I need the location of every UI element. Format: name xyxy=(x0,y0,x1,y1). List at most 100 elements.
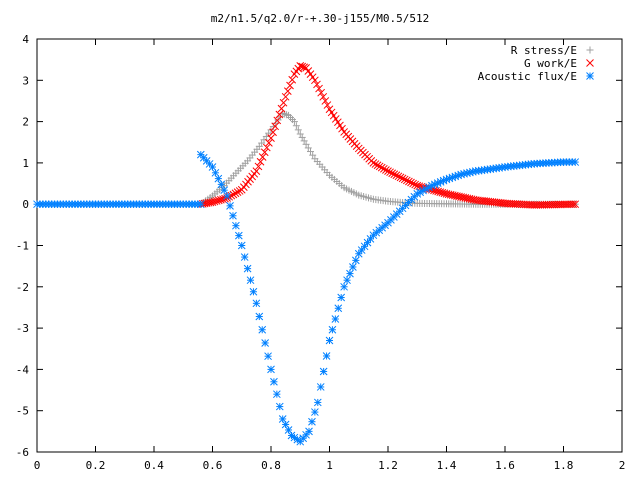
data-point xyxy=(346,269,354,278)
data-point xyxy=(234,231,243,240)
data-point xyxy=(196,200,205,209)
data-point xyxy=(349,263,357,271)
data-point xyxy=(252,299,261,308)
series-layer xyxy=(33,61,580,446)
y-tick-label: -3 xyxy=(16,322,29,335)
data-point xyxy=(258,153,267,161)
data-point xyxy=(398,174,407,183)
data-point xyxy=(305,427,313,436)
data-point xyxy=(375,162,384,171)
data-point xyxy=(261,339,270,347)
data-point xyxy=(264,352,272,361)
data-point xyxy=(377,163,386,172)
y-tick: 4 xyxy=(22,33,622,46)
legend-label: R stress/E xyxy=(511,44,577,57)
x-tick: 0.8 xyxy=(261,39,281,472)
data-point xyxy=(302,140,310,148)
data-point xyxy=(271,122,280,131)
data-point xyxy=(306,148,314,156)
data-point xyxy=(360,242,369,251)
data-point xyxy=(293,435,302,444)
data-point xyxy=(322,352,331,360)
y-tick-label: -2 xyxy=(16,281,29,294)
y-tick: -2 xyxy=(16,281,622,294)
data-point xyxy=(384,167,392,176)
data-point xyxy=(382,166,390,174)
legend-marker xyxy=(586,46,594,54)
data-point xyxy=(292,122,300,130)
data-point xyxy=(258,325,267,334)
y-tick-label: 4 xyxy=(22,33,29,46)
x-tick: 1.6 xyxy=(495,39,515,472)
legend-item: Acoustic flux/E xyxy=(478,70,594,83)
data-point xyxy=(277,104,286,113)
data-point xyxy=(265,138,273,147)
data-point xyxy=(321,97,330,105)
data-point xyxy=(249,287,258,296)
x-tick-label: 0.4 xyxy=(144,459,164,472)
data-point xyxy=(270,377,278,386)
x-tick-label: 1.6 xyxy=(495,459,515,472)
data-point xyxy=(373,161,382,170)
x-tick: 1.2 xyxy=(378,39,398,472)
data-point xyxy=(323,101,332,109)
data-point xyxy=(319,92,328,101)
y-axis: 4 3 2 1 0 -1 -2 -3 -4 -5 -6 xyxy=(16,33,622,459)
data-point xyxy=(309,151,317,159)
data-point xyxy=(371,160,380,168)
data-point xyxy=(392,171,401,180)
data-point xyxy=(255,312,264,321)
data-point xyxy=(260,148,269,157)
data-point xyxy=(294,126,302,134)
data-point xyxy=(311,408,319,416)
series-3 xyxy=(33,150,580,446)
legend-item: R stress/E xyxy=(511,44,594,57)
data-point xyxy=(571,200,580,209)
data-point xyxy=(340,282,348,291)
legend-label: Acoustic flux/E xyxy=(478,70,577,83)
data-point xyxy=(267,134,275,142)
data-point xyxy=(351,256,360,265)
data-point xyxy=(275,110,284,119)
data-point xyxy=(254,162,263,171)
data-point xyxy=(256,157,265,166)
data-point xyxy=(407,178,415,187)
y-tick-label: 3 xyxy=(22,74,29,87)
data-point xyxy=(394,172,403,181)
y-tick: -5 xyxy=(16,405,622,418)
data-point xyxy=(232,221,240,230)
y-tick: 3 xyxy=(22,74,622,87)
data-point xyxy=(331,315,340,323)
data-point xyxy=(229,211,237,220)
data-point xyxy=(269,128,277,137)
x-tick-label: 0 xyxy=(34,459,41,472)
data-point xyxy=(311,76,319,85)
data-point xyxy=(252,167,261,176)
data-point xyxy=(325,336,334,345)
data-point xyxy=(388,169,397,178)
data-point xyxy=(343,276,351,285)
data-point xyxy=(275,402,284,411)
y-tick: 1 xyxy=(22,157,622,170)
data-point xyxy=(396,173,405,182)
y-tick-label: -5 xyxy=(16,405,29,418)
y-tick: -6 xyxy=(16,446,622,459)
data-point xyxy=(229,190,238,199)
data-point xyxy=(233,188,242,196)
data-point xyxy=(315,84,323,93)
x-tick-label: 0.6 xyxy=(203,459,223,472)
data-point xyxy=(304,144,312,152)
data-point xyxy=(226,201,234,210)
data-point xyxy=(379,164,388,173)
data-point xyxy=(317,88,325,97)
data-point xyxy=(319,367,328,376)
y-tick-label: 2 xyxy=(22,116,29,129)
y-tick: 2 xyxy=(22,116,622,129)
y-tick: -3 xyxy=(16,322,622,335)
data-point xyxy=(240,253,249,261)
x-tick: 0 xyxy=(34,39,41,472)
data-point xyxy=(231,189,240,198)
data-point xyxy=(411,180,420,189)
